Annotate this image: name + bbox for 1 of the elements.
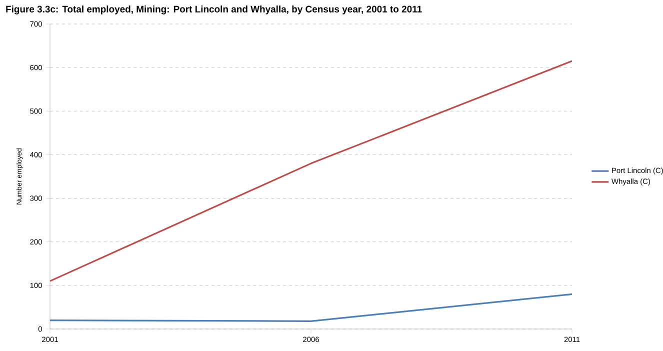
chart-title: Figure 3.3c: Total employed, Mining: Port Lincoln and Whyalla, by Census year, 2001 to 2011 <box>6 6 422 14</box>
